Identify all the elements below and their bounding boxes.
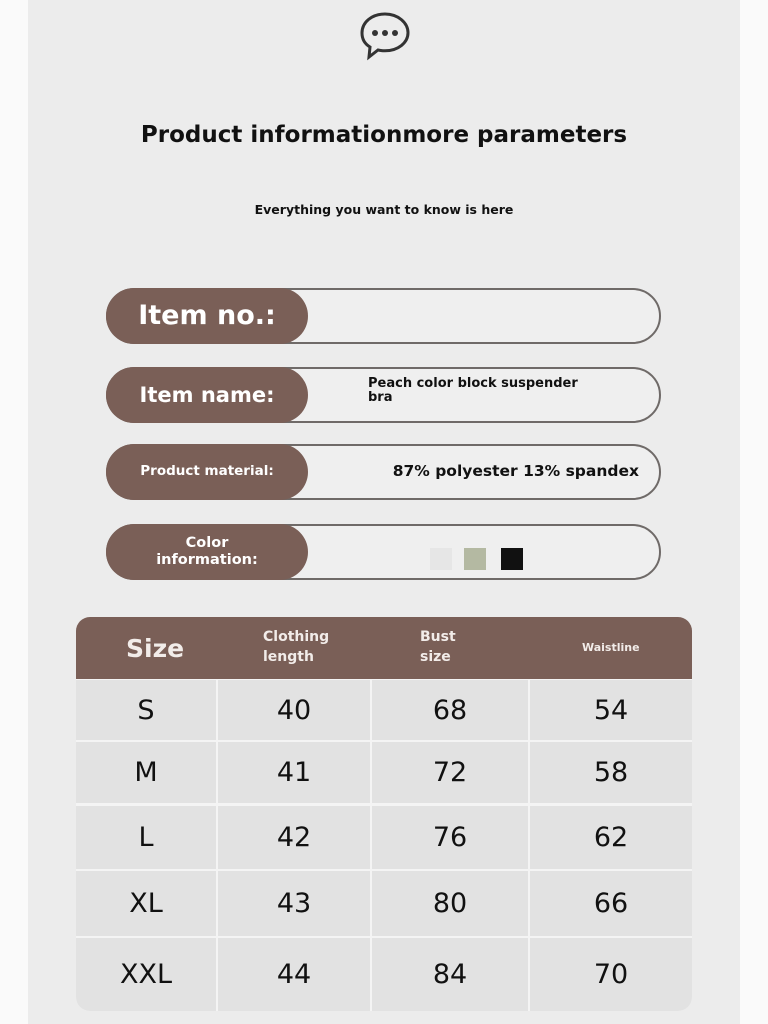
size-table: Size Clothing length Bust size Waistline… [76, 617, 692, 1011]
cell-bust-size: 84 [372, 938, 528, 1011]
info-value: 87% polyester 13% spandex [392, 462, 639, 480]
table-header: Size Clothing length Bust size Waistline [76, 617, 692, 679]
cell-size: M [76, 742, 216, 803]
cell-waistline: 54 [530, 680, 692, 740]
header-bust-size: Bust size [420, 629, 456, 665]
cell-clothing-length: 44 [218, 938, 370, 1011]
cell-waistline: 66 [530, 871, 692, 936]
cell-waistline: 62 [530, 806, 692, 869]
cell-bust-size: 68 [372, 680, 528, 740]
page-subtitle: Everything you want to know is here [254, 202, 514, 217]
info-row-item-name: Item name: Peach color block suspender b… [106, 367, 661, 423]
info-label: Item no.: [106, 288, 308, 344]
cell-clothing-length: 42 [218, 806, 370, 869]
header-clothing-length: Clothing length [263, 629, 330, 665]
info-row-material: Product material: 87% polyester 13% span… [106, 444, 661, 500]
cell-size: XXL [76, 938, 216, 1011]
header-waistline: Waistline [582, 641, 640, 655]
cell-clothing-length: 41 [218, 742, 370, 803]
cell-bust-size: 72 [372, 742, 528, 803]
header-size: Size [126, 633, 185, 663]
info-row-item-no: Item no.: [106, 288, 661, 344]
cell-size: S [76, 680, 216, 740]
color-swatch-black [501, 548, 523, 570]
page-title: Product informationmore parameters [140, 122, 628, 148]
cell-bust-size: 80 [372, 871, 528, 936]
info-row-color: Color information: [106, 524, 661, 580]
color-swatch-light-gray [430, 548, 452, 570]
cell-clothing-length: 40 [218, 680, 370, 740]
cell-size: L [76, 806, 216, 869]
cell-size: XL [76, 871, 216, 936]
color-swatch-sage [464, 548, 486, 570]
info-value: Peach color block suspender bra [368, 376, 578, 405]
chat-bubble-icon [360, 12, 410, 61]
cell-waistline: 70 [530, 938, 692, 1011]
cell-clothing-length: 43 [218, 871, 370, 936]
info-label: Product material: [106, 444, 308, 500]
cell-bust-size: 76 [372, 806, 528, 869]
info-label: Color information: [106, 524, 308, 580]
info-label: Item name: [106, 367, 308, 423]
cell-waistline: 58 [530, 742, 692, 803]
